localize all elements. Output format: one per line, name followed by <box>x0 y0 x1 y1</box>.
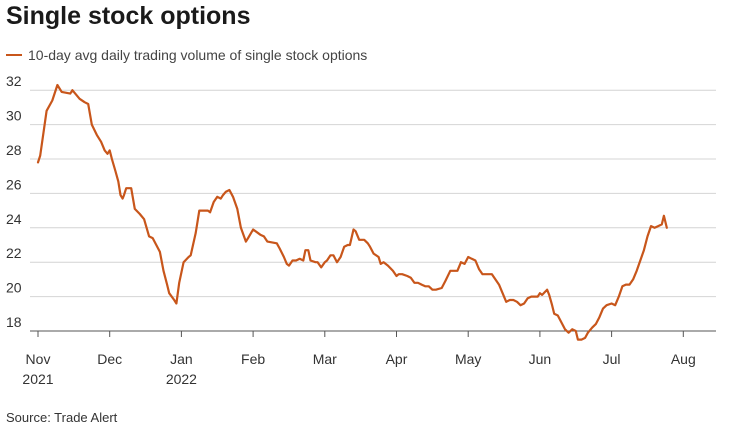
y-tick-label: 26 <box>6 176 22 192</box>
y-tick-label: 32 <box>6 73 22 89</box>
y-tick-label: 24 <box>6 211 22 227</box>
legend-swatch <box>6 54 22 56</box>
x-axis: Nov 2021 Dec Jan 2022 Feb Mar Apr May Jun Jul Aug <box>22 331 696 387</box>
series-line-0 <box>36 83 668 341</box>
x-tick-label: Jan <box>170 351 193 367</box>
y-axis: 18 20 22 24 26 28 30 32 <box>6 73 22 330</box>
x-tick-label: Aug <box>671 351 696 367</box>
x-tick-label: Mar <box>313 351 337 367</box>
x-tick-label: Dec <box>97 351 122 367</box>
legend-label: 10-day avg daily trading volume of singl… <box>28 47 368 63</box>
x-tick-label: Feb <box>241 351 265 367</box>
y-tick-label: 20 <box>6 280 22 296</box>
y-tick-label: 18 <box>6 314 22 330</box>
x-tick-label: Apr <box>386 351 408 367</box>
legend: 10-day avg daily trading volume of singl… <box>6 47 367 63</box>
series-group <box>36 83 668 341</box>
chart-title: Single stock options <box>6 2 251 30</box>
x-tick-label: Nov <box>26 351 51 367</box>
x-tick-year-label: 2021 <box>22 371 53 387</box>
y-tick-label: 22 <box>6 245 22 261</box>
source-note: Source: Trade Alert <box>6 410 118 425</box>
x-tick-year-label: 2022 <box>166 371 197 387</box>
y-tick-label: 30 <box>6 108 22 124</box>
grid <box>30 89 716 332</box>
y-tick-label: 28 <box>6 142 22 158</box>
x-tick-label: Jun <box>529 351 552 367</box>
x-tick-label: May <box>455 351 481 367</box>
x-tick-label: Jul <box>603 351 621 367</box>
